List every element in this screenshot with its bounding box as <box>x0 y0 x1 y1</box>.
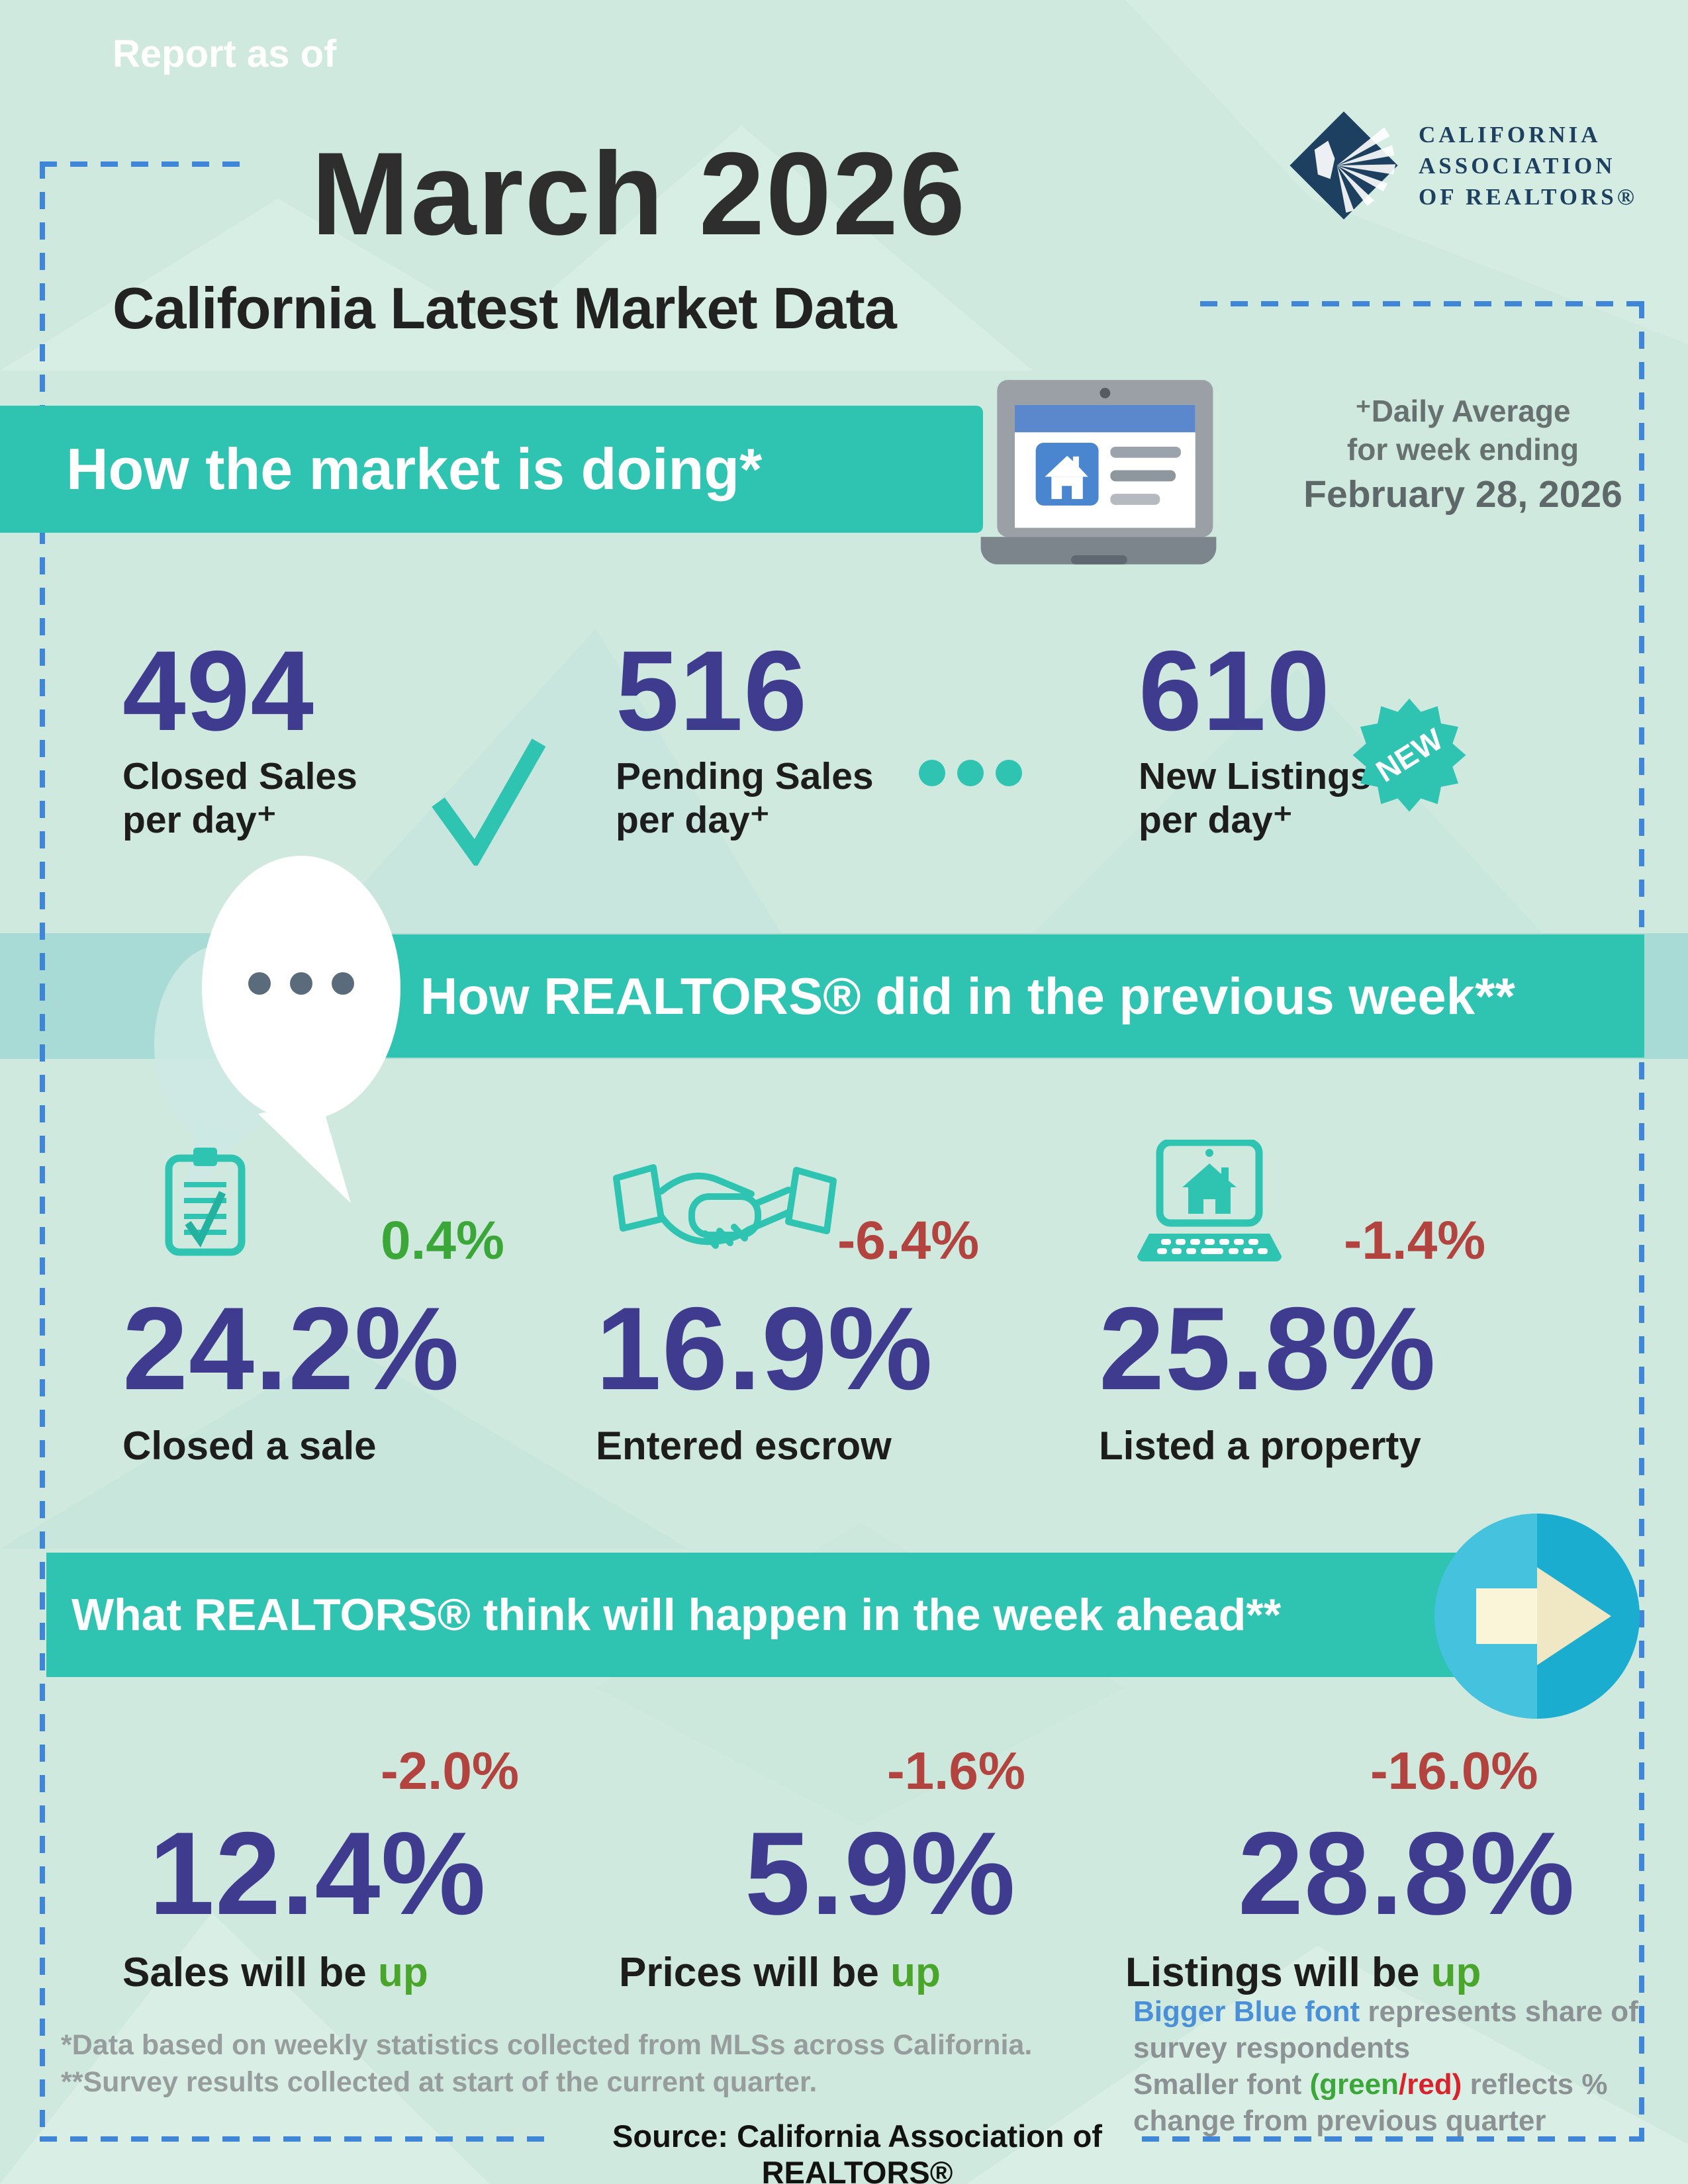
listed-property-change: -1.4% <box>1344 1210 1486 1271</box>
legend-blue-font-label: Bigger Blue font <box>1133 1995 1360 2028</box>
new-listings-value: 610 <box>1139 627 1331 754</box>
closed-sales-label-line2: per day⁺ <box>122 799 277 841</box>
pending-sales-label-line1: Pending Sales <box>616 755 874 797</box>
closed-sales-label: Closed Sales per day⁺ <box>122 754 357 842</box>
banner-week-ahead-label: What REALTORS® think will happen in the … <box>71 1590 1282 1640</box>
daily-average-line1: ⁺Daily Average <box>1355 394 1571 428</box>
border-left-dashed-line <box>40 161 45 2142</box>
laptop-house-icon <box>1137 1140 1282 1261</box>
car-logo-text: CALIFORNIA ASSOCIATION OF REALTORS® <box>1419 119 1638 212</box>
entered-escrow-label: Entered escrow <box>596 1424 892 1468</box>
border-top-right-dashed-line <box>1200 301 1644 306</box>
legend-red-label: /red) <box>1398 2068 1462 2101</box>
car-diamond-logo-icon <box>1289 111 1398 220</box>
source-line: Source: California Association of REALTO… <box>612 2118 1102 2184</box>
new-listings-label-line2: per day⁺ <box>1139 799 1293 841</box>
new-listings-label-line1: New Listings <box>1139 755 1372 797</box>
legend-line1: Bigger Blue font represents share of <box>1133 1993 1650 2030</box>
prices-up-label: Prices will be up <box>619 1949 941 1996</box>
prices-up-change: -1.6% <box>887 1741 1025 1800</box>
sales-up-label-highlight: up <box>377 1950 428 1995</box>
report-as-of-label: Report as of <box>113 32 337 75</box>
closed-sale-change: 0.4% <box>381 1210 504 1271</box>
sales-up-label: Sales will be up <box>122 1949 428 1996</box>
closed-sale-value: 24.2% <box>122 1283 460 1414</box>
report-month-title: March 2026 <box>311 128 966 259</box>
closed-sales-label-line1: Closed Sales <box>122 755 357 797</box>
listings-up-label-text: Listings will be <box>1125 1950 1431 1995</box>
footnote-line1: *Data based on weekly statistics collect… <box>61 2029 1033 2061</box>
pending-sales-label: Pending Sales per day⁺ <box>616 754 874 842</box>
legend-line3: Smaller font (green/red) reflects % <box>1133 2066 1650 2103</box>
car-logo-line2: ASSOCIATION <box>1419 152 1616 179</box>
page-title: California Latest Market Data <box>113 275 897 341</box>
legend-line1-rest: represents share of <box>1360 1995 1638 2028</box>
closed-sale-label: Closed a sale <box>122 1424 377 1468</box>
entered-escrow-change: -6.4% <box>837 1210 980 1271</box>
entered-escrow-value: 16.9% <box>596 1283 933 1414</box>
listed-property-label: Listed a property <box>1099 1424 1421 1468</box>
ellipsis-dots-icon <box>919 760 1022 786</box>
sales-up-change: -2.0% <box>381 1741 519 1800</box>
border-bottom-left-dashed-line <box>40 2136 556 2142</box>
car-logo-line3: OF REALTORS® <box>1419 183 1638 210</box>
laptop-listing-icon <box>980 380 1217 565</box>
car-logo-line1: CALIFORNIA <box>1419 121 1601 148</box>
listings-up-label-highlight: up <box>1430 1950 1481 1995</box>
banner-realtors-previous-week-label: How REALTORS® did in the previous week** <box>420 966 1515 1025</box>
border-bottom-right-dashed-line <box>1142 2136 1643 2142</box>
banner-how-market-is-doing: How the market is doing* <box>0 406 983 533</box>
speech-bubbles-icon <box>154 856 400 1213</box>
border-top-left-dashed-line <box>40 161 242 167</box>
listed-property-value: 25.8% <box>1099 1283 1436 1414</box>
arrow-right-circle-icon <box>1434 1514 1640 1719</box>
week-ending-date: February 28, 2026 <box>1303 473 1622 516</box>
legend-line2: survey respondents <box>1133 2032 1411 2064</box>
pending-sales-label-line2: per day⁺ <box>616 799 770 841</box>
banner-week-ahead: What REALTORS® think will happen in the … <box>46 1553 1466 1677</box>
sales-up-label-text: Sales will be <box>122 1950 378 1995</box>
daily-average-line2: for week ending <box>1346 432 1579 467</box>
prices-up-value: 5.9% <box>745 1807 1016 1939</box>
pending-sales-value: 516 <box>616 627 808 754</box>
border-right-dashed-line <box>1639 301 1644 2142</box>
sales-up-value: 12.4% <box>149 1807 487 1939</box>
banner-how-market-label: How the market is doing* <box>66 436 763 502</box>
legend-note: Bigger Blue font represents share of sur… <box>1133 1993 1650 2139</box>
listings-up-value: 28.8% <box>1238 1807 1575 1939</box>
listings-up-change: -16.0% <box>1370 1741 1538 1800</box>
handshake-icon <box>613 1164 837 1249</box>
prices-up-label-text: Prices will be <box>619 1950 891 1995</box>
closed-sales-value: 494 <box>122 627 314 754</box>
clipboard-check-icon <box>165 1148 246 1256</box>
daily-average-note: ⁺Daily Average for week ending February … <box>1284 392 1642 520</box>
new-starburst-badge: NEW <box>1352 698 1466 812</box>
legend-green-label: (green <box>1309 2068 1399 2101</box>
new-listings-label: New Listings per day⁺ <box>1139 754 1372 842</box>
legend-line3-rest: reflects % <box>1462 2068 1608 2101</box>
banner-realtors-previous-week: How REALTORS® did in the previous week** <box>371 934 1644 1058</box>
prices-up-label-highlight: up <box>890 1950 941 1995</box>
legend-line4: change from previous quarter <box>1133 2105 1546 2137</box>
footnote-line2: **Survey results collected at start of t… <box>61 2066 818 2098</box>
listings-up-label: Listings will be up <box>1125 1949 1481 1996</box>
legend-line3-pre: Smaller font <box>1133 2068 1310 2101</box>
footnotes: *Data based on weekly statistics collect… <box>61 2026 1032 2101</box>
checkmark-icon <box>432 739 546 866</box>
car-logo: CALIFORNIA ASSOCIATION OF REALTORS® <box>1288 109 1638 222</box>
